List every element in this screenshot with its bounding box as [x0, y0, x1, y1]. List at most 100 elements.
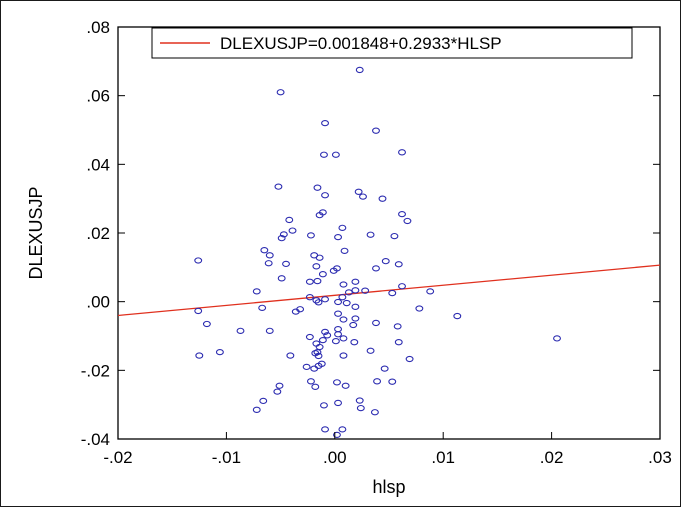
data-points	[194, 66, 561, 439]
x-axis-ticks: -.02 -.01 .00 .01 .02 .03	[103, 27, 672, 467]
data-point	[334, 233, 343, 241]
data-point	[334, 310, 343, 317]
data-point	[333, 379, 341, 386]
data-point	[252, 288, 261, 295]
x-tick-label: .03	[648, 448, 672, 467]
data-point	[194, 307, 203, 315]
data-point	[265, 327, 274, 334]
data-point	[351, 278, 360, 285]
regression-line-group	[117, 264, 661, 317]
data-point	[373, 378, 382, 385]
regression-line	[117, 264, 661, 317]
data-point	[310, 365, 319, 372]
data-point	[388, 289, 397, 297]
data-point	[334, 298, 343, 306]
data-point	[398, 283, 406, 290]
data-point	[359, 193, 367, 200]
data-point	[372, 265, 380, 272]
y-axis-ticks: -.04 -.02 .00 .02 .04 .06 .08	[81, 18, 660, 449]
plot-area	[117, 26, 661, 440]
data-point	[329, 267, 338, 274]
data-point	[394, 339, 403, 346]
data-point	[320, 151, 328, 158]
data-point	[351, 303, 360, 310]
data-point	[277, 234, 286, 242]
y-tick-label: .04	[86, 155, 110, 174]
data-point	[321, 119, 329, 127]
data-point	[426, 288, 435, 295]
data-point	[202, 320, 211, 328]
y-tick-label: .08	[86, 18, 110, 37]
data-point	[366, 231, 375, 238]
y-tick-label: .00	[86, 293, 110, 312]
data-point	[315, 211, 324, 219]
data-point	[321, 192, 329, 199]
data-point	[372, 319, 380, 327]
data-point	[276, 89, 285, 96]
data-point	[339, 335, 348, 342]
x-tick-label: .01	[431, 448, 455, 467]
data-point	[331, 337, 340, 345]
data-point	[355, 66, 364, 74]
data-point	[339, 281, 348, 288]
data-point	[394, 261, 403, 268]
data-point	[307, 232, 315, 239]
y-tick-label: -.02	[81, 361, 110, 380]
data-point	[313, 277, 322, 285]
x-axis-title: hlsp	[372, 477, 405, 497]
data-point	[312, 263, 321, 270]
data-point	[313, 184, 322, 191]
data-point	[351, 315, 360, 322]
data-point	[305, 278, 314, 285]
data-point	[350, 339, 359, 346]
data-point	[338, 294, 347, 301]
data-point	[355, 397, 364, 404]
data-point	[279, 231, 288, 238]
data-point	[349, 321, 358, 329]
data-point	[338, 426, 347, 433]
data-point	[361, 287, 370, 294]
data-point	[259, 397, 268, 405]
data-point	[390, 232, 399, 240]
data-point	[340, 247, 349, 255]
data-point	[277, 275, 286, 282]
data-point	[286, 352, 295, 359]
data-point	[342, 299, 351, 307]
data-point	[381, 258, 390, 265]
data-point	[333, 431, 341, 439]
data-point	[321, 328, 329, 336]
data-point	[318, 271, 327, 278]
data-point	[282, 260, 290, 268]
data-point	[315, 254, 324, 261]
legend: DLEXUSJP=0.001848+0.2933*HLSP	[151, 27, 633, 59]
data-point	[415, 305, 424, 312]
data-point	[252, 406, 261, 413]
data-point	[380, 365, 389, 372]
data-point	[194, 257, 203, 264]
data-point	[314, 299, 323, 306]
data-point	[331, 151, 340, 158]
x-tick-label: -.02	[103, 448, 132, 467]
data-point	[260, 247, 269, 254]
data-point	[318, 336, 327, 344]
data-point	[323, 332, 332, 339]
data-point	[321, 296, 329, 303]
data-point	[291, 308, 300, 315]
data-point	[372, 127, 380, 134]
y-axis-title: DLEXUSJP	[26, 186, 46, 279]
data-point	[553, 335, 561, 342]
x-tick-label: .00	[323, 448, 347, 467]
x-tick-label: .02	[540, 448, 564, 467]
data-point	[195, 352, 204, 359]
data-point	[264, 260, 273, 267]
data-point	[403, 217, 412, 225]
data-point	[398, 210, 406, 218]
data-point	[405, 355, 414, 363]
data-point	[321, 426, 329, 433]
data-point	[370, 409, 379, 416]
data-point	[453, 312, 462, 320]
data-point	[393, 323, 402, 330]
legend-label: DLEXUSJP=0.001848+0.2933*HLSP	[220, 34, 502, 53]
data-point	[351, 287, 360, 294]
